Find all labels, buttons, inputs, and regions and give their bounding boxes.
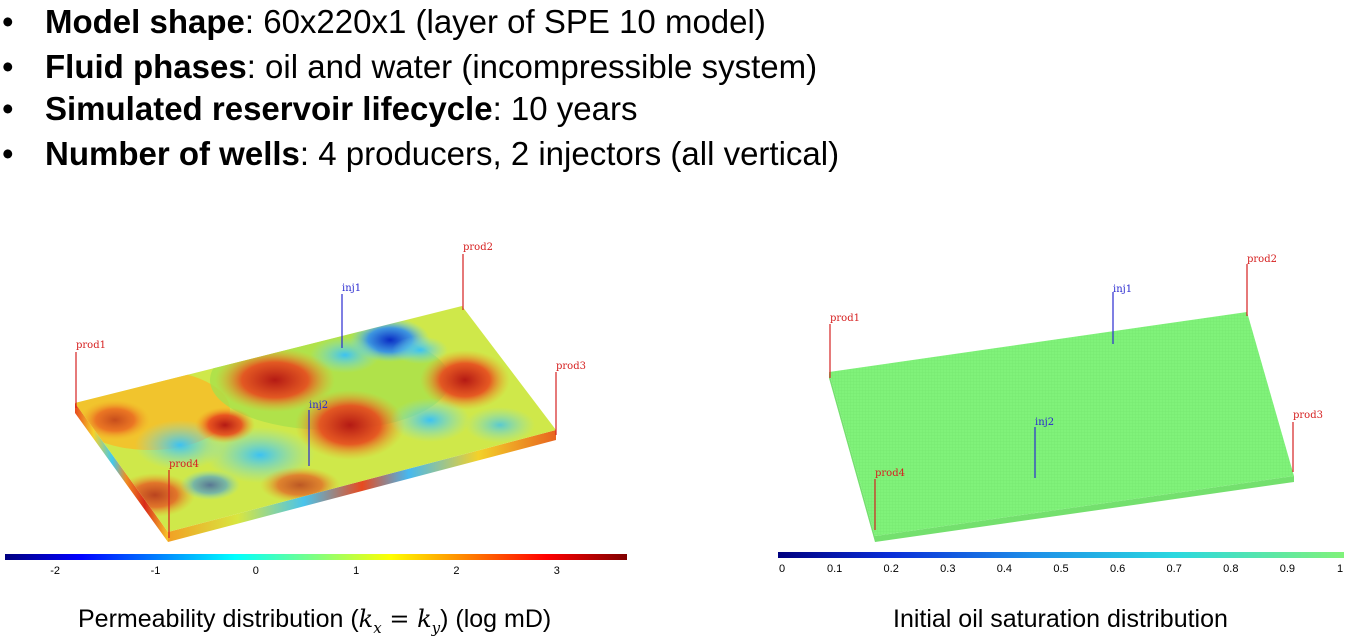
- bullet-value: : 4 producers, 2 injectors (all vertical…: [299, 135, 840, 172]
- sat-well-label-inj1: inj1: [1113, 284, 1132, 295]
- bullet-fluid-phases: • Fluid phases: oil and water (incompres…: [0, 45, 1000, 89]
- sat-well-prod4: prod4: [874, 468, 905, 530]
- bullet-value: : 10 years: [492, 90, 638, 127]
- bullet-marker: •: [2, 90, 14, 127]
- saturation-top-face: [829, 312, 1294, 536]
- sat-well-inj1: inj1: [1112, 284, 1132, 344]
- bullet-key: Simulated reservoir lifecycle: [45, 90, 493, 127]
- saturation-front-side: [875, 476, 1294, 542]
- well-label-prod1: prod1: [76, 340, 106, 351]
- colorbar-tick-label: 0: [252, 565, 259, 577]
- permeability-figure: prod1 prod2 prod3 prod4 inj1 inj2: [0, 230, 640, 560]
- left-side-face: [75, 403, 168, 542]
- colorbar-tick-label: 0.8: [1223, 563, 1239, 575]
- well-label-inj2: inj2: [309, 400, 328, 411]
- colorbar-tick-label: 3: [553, 565, 560, 577]
- well-prod1: prod1: [75, 340, 106, 408]
- bullet-value: : 60x220x1 (layer of SPE 10 model): [244, 3, 766, 40]
- saturation-plot: prod1 prod2 prod3 prod4 inj1 inj2: [829, 254, 1323, 542]
- sat-well-label-prod4: prod4: [875, 468, 905, 479]
- permeability-colorbar: [5, 554, 627, 560]
- colorbar-tick-label: 2: [453, 565, 460, 577]
- permeability-plot: prod1 prod2 prod3 prod4 inj1 inj2: [75, 242, 586, 542]
- saturation-colorbar-ticks: 0 0.1 0.2 0.3 0.4 0.5 0.6 0.7 0.8 0.9 1: [778, 562, 1344, 578]
- well-label-prod4: prod4: [169, 459, 199, 470]
- saturation-figure: prod1 prod2 prod3 prod4 inj1 inj2: [760, 240, 1354, 560]
- colorbar-tick-label: 0.3: [940, 563, 956, 575]
- sat-well-label-inj2: inj2: [1035, 417, 1054, 428]
- sat-well-prod2: prod2: [1246, 254, 1277, 316]
- colorbar-tick-label: 1: [1336, 563, 1344, 575]
- sat-well-prod3: prod3: [1292, 410, 1323, 472]
- well-label-inj1: inj1: [342, 283, 361, 294]
- colorbar-tick-label: 0.6: [1109, 563, 1126, 575]
- sat-well-prod1: prod1: [829, 313, 860, 378]
- saturation-colorbar: [778, 552, 1344, 558]
- bullet-marker: •: [2, 135, 14, 172]
- bullet-model-shape: • Model shape: 60x220x1 (layer of SPE 10…: [0, 0, 1000, 44]
- colorbar-tick-label: -1: [150, 565, 161, 577]
- sat-well-label-prod2: prod2: [1247, 254, 1277, 265]
- permeability-colorbar-ticks: -2 -1 0 1 2 3: [5, 564, 627, 580]
- saturation-caption: Initial oil saturation distribution: [893, 605, 1228, 633]
- well-prod4: prod4: [168, 459, 199, 538]
- front-side-face: [168, 430, 556, 542]
- colorbar-tick-label: -2: [50, 565, 61, 577]
- well-label-prod3: prod3: [556, 361, 586, 372]
- well-label-prod2: prod2: [463, 242, 493, 253]
- bullet-marker: •: [2, 3, 14, 40]
- colorbar-tick-label: 0.5: [1053, 563, 1069, 575]
- well-prod3: prod3: [555, 361, 586, 435]
- bullet-key: Model shape: [45, 3, 245, 40]
- sat-well-label-prod1: prod1: [830, 313, 860, 324]
- colorbar-tick-label: 1: [353, 565, 360, 577]
- bullet-key: Number of wells: [45, 135, 300, 172]
- colorbar-tick-label: 0.2: [883, 563, 899, 575]
- well-prod2: prod2: [462, 242, 493, 310]
- well-inj1: inj1: [341, 283, 361, 348]
- bullet-lifecycle: • Simulated reservoir lifecycle: 10 year…: [0, 87, 1000, 131]
- colorbar-tick-label: 0.9: [1279, 563, 1296, 575]
- colorbar-tick-label: 0.7: [1166, 563, 1182, 575]
- colorbar-tick-label: 0: [778, 563, 786, 575]
- bullet-wells: • Number of wells: 4 producers, 2 inject…: [0, 132, 1000, 176]
- saturation-left-side: [829, 372, 875, 542]
- sat-well-label-prod3: prod3: [1293, 410, 1323, 421]
- colorbar-tick-label: 0.4: [996, 563, 1013, 575]
- well-inj2: inj2: [308, 400, 328, 466]
- bullet-key: Fluid phases: [45, 48, 247, 85]
- permeability-caption: Permeability distribution (kx = ky) (log…: [78, 605, 552, 637]
- bullet-marker: •: [2, 48, 14, 85]
- colorbar-tick-label: 0.1: [826, 563, 843, 575]
- sat-well-inj2: inj2: [1034, 417, 1054, 478]
- bullet-value: : oil and water (incompressible system): [246, 48, 818, 85]
